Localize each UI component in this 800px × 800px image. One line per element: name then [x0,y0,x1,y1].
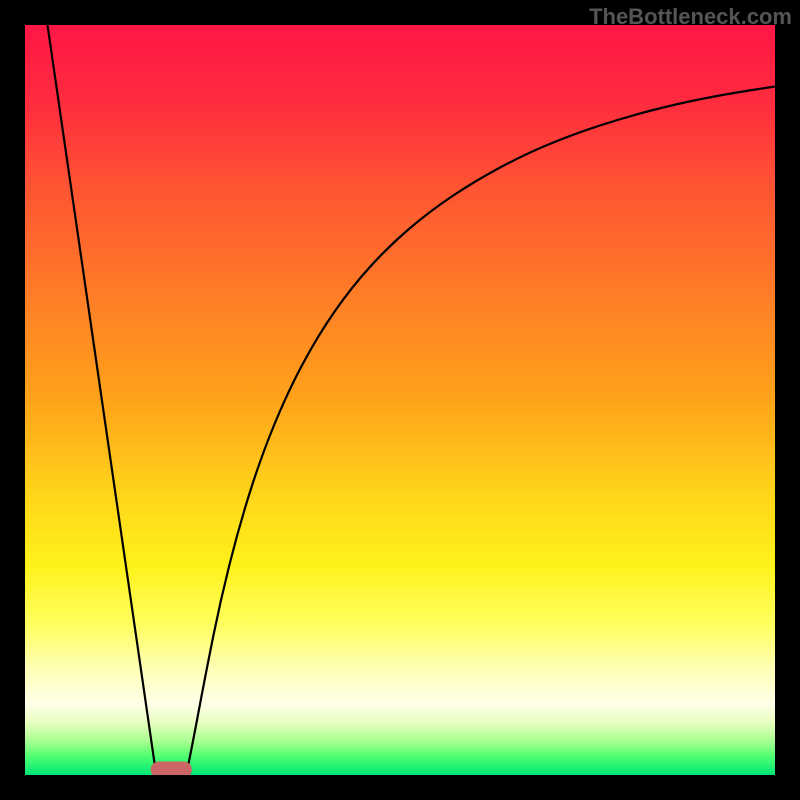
plot-area [25,25,775,775]
chart-container: TheBottleneck.com [0,0,800,800]
chart-svg [25,25,775,775]
gradient-background [25,25,775,775]
watermark-text: TheBottleneck.com [589,4,792,30]
minimum-marker [151,762,192,776]
